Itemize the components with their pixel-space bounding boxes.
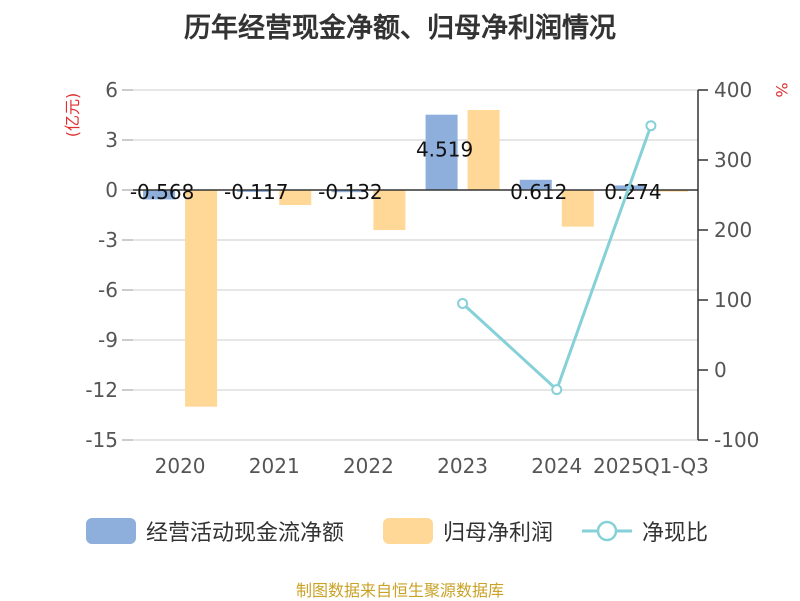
- cash-flow-data-label: 4.519: [416, 138, 473, 162]
- legend-swatch-profit: [383, 518, 433, 544]
- left-tick-label: -3: [98, 228, 118, 252]
- cash-flow-bar: [425, 114, 458, 190]
- left-tick-label: 0: [105, 178, 118, 202]
- legend-label-cash: 经营活动现金流净额: [146, 521, 345, 546]
- bars: [143, 110, 688, 407]
- x-tick-label: 2024: [531, 454, 582, 478]
- x-tick-label: 2022: [343, 454, 394, 478]
- bar-labels: -0.568 -0.117 -0.132 4.519 0.612 0.274: [130, 138, 662, 204]
- legend-label-ratio: 净现比: [642, 521, 709, 546]
- right-tick-label: 300: [714, 148, 752, 172]
- left-tick-label: -9: [98, 328, 118, 352]
- cash-flow-bar: [237, 190, 270, 192]
- cash-flow-data-label: -0.568: [130, 180, 194, 204]
- ratio-line: [457, 120, 657, 396]
- cash-flow-data-label: -0.117: [224, 180, 288, 204]
- legend-swatch-cash: [86, 518, 136, 544]
- cash-flow-bar: [331, 190, 364, 193]
- chart-title: 历年经营现金净额、归母净利润情况: [184, 13, 616, 44]
- legend-swatch-ratio: [582, 520, 632, 542]
- right-tick-label: 0: [714, 358, 727, 382]
- right-axis-label: %: [772, 82, 791, 97]
- x-tick-label: 2021: [249, 454, 300, 478]
- left-tick-label: 6: [105, 78, 118, 102]
- x-tick-label: 2020: [155, 454, 206, 478]
- right-axis-ticks: 400 300 200 100 0 -100: [698, 78, 759, 452]
- right-tick-label: 400: [714, 78, 752, 102]
- axes: [133, 90, 699, 440]
- x-tick-label: 2023: [437, 454, 488, 478]
- cash-flow-data-label: 0.274: [604, 180, 661, 204]
- left-axis-label: (亿元): [63, 93, 82, 138]
- x-tick-label: 2025Q1-Q3: [593, 454, 709, 478]
- legend-item-ratio[interactable]: 净现比: [582, 515, 708, 547]
- legend: 经营活动现金流净额 归母净利润 净现比: [0, 515, 800, 555]
- legend-label-profit: 归母净利润: [443, 521, 554, 546]
- legend-item-cash[interactable]: 经营活动现金流净额: [86, 515, 344, 547]
- legend-item-profit[interactable]: 归母净利润: [383, 515, 553, 547]
- right-tick-label: -100: [714, 428, 759, 452]
- net-profit-bar: [467, 110, 500, 190]
- net-profit-bar: [185, 190, 218, 407]
- source-note: 制图数据来自恒生聚源数据库: [295, 581, 504, 600]
- cash-flow-data-label: 0.612: [510, 180, 567, 204]
- right-tick-label: 200: [714, 218, 752, 242]
- left-tick-label: -15: [85, 428, 118, 452]
- cash-flow-bar: [143, 190, 176, 200]
- left-axis-ticks: 6 3 0 -3 -6 -9 -12 -15: [85, 78, 133, 452]
- ratio-point: [551, 384, 563, 396]
- left-tick-label: -12: [85, 378, 118, 402]
- left-tick-label: -6: [98, 278, 118, 302]
- right-tick-label: 100: [714, 288, 752, 312]
- gridlines: [133, 89, 698, 441]
- left-tick-label: 3: [105, 128, 118, 152]
- net-profit-bar: [655, 190, 688, 192]
- cash-flow-bar: [519, 179, 552, 190]
- ratio-point: [645, 120, 657, 132]
- net-profit-bar: [561, 190, 594, 227]
- cash-flow-data-label: -0.132: [318, 180, 382, 204]
- net-profit-bar: [373, 190, 406, 230]
- x-axis-ticks: 2020 2021 2022 2023 2024 2025Q1-Q3: [155, 454, 709, 478]
- ratio-point: [457, 298, 469, 309]
- net-profit-bar: [279, 190, 312, 205]
